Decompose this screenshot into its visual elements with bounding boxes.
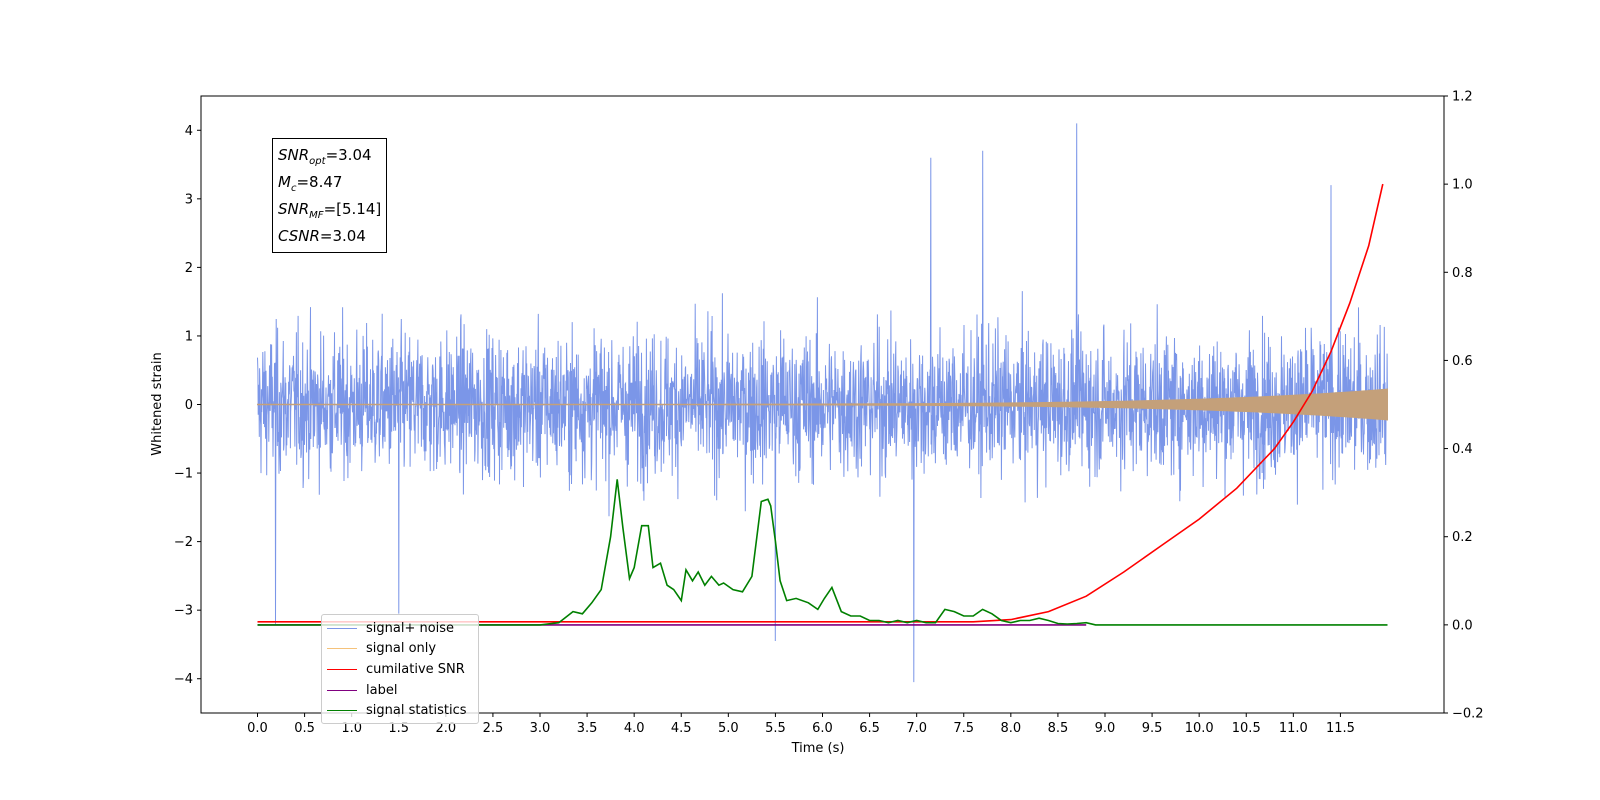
y-tick-label: 2 xyxy=(185,261,193,276)
y2-tick-label: 0.8 xyxy=(1452,266,1473,281)
y-tick-label: −1 xyxy=(174,467,193,482)
noise-series-layer xyxy=(257,123,1388,683)
legend-swatch-signal-noise xyxy=(327,627,357,629)
x-tick-label: 0.5 xyxy=(294,721,315,736)
mc-value: =8.47 xyxy=(296,173,343,191)
x-tick-label: 8.0 xyxy=(1000,721,1021,736)
snr-opt-line: SNRopt=3.04 xyxy=(278,146,372,167)
x-tick-label: 6.0 xyxy=(812,721,833,736)
x-tick-label: 11.0 xyxy=(1279,721,1308,736)
x-tick-label: 10.5 xyxy=(1232,721,1261,736)
x-tick-label: 5.0 xyxy=(718,721,739,736)
signal-series-layer xyxy=(257,388,1388,421)
mc-line: Mc=8.47 xyxy=(278,173,343,194)
x-tick-label: 0.0 xyxy=(247,721,268,736)
y2-tick-label: 0.0 xyxy=(1452,618,1473,633)
snr-mf-line: SNRMF=[5.14] xyxy=(278,200,382,221)
legend-label-label: label xyxy=(366,682,398,698)
y-axis-title: Whitened strain xyxy=(150,352,165,455)
y2-tick-label: 1.0 xyxy=(1452,178,1473,193)
x-tick-label: 3.5 xyxy=(577,721,598,736)
legend-item-signal-statistics: signal statistics xyxy=(327,700,467,720)
legend-item-signal-only: signal only xyxy=(327,638,436,658)
x-axis-ticks: 0.0 0.5 1.0 1.5 2.0 2.5 3.0 3.5 4.0 4.5 5.0 5.5 6.0 6… xyxy=(247,713,1355,736)
legend-item-signal-noise: signal+ noise xyxy=(327,618,454,638)
legend-swatch-signal-only xyxy=(327,647,357,649)
y-tick-label: −2 xyxy=(174,535,193,550)
legend-label-cumulative-snr: cumilative SNR xyxy=(366,661,465,677)
x-axis-title: Time (s) xyxy=(791,741,845,756)
y-tick-label: −4 xyxy=(174,672,193,687)
snr-mf-value: =[5.14] xyxy=(323,200,382,218)
x-tick-label: 11.5 xyxy=(1326,721,1355,736)
x-tick-label: 4.5 xyxy=(671,721,692,736)
y2-tick-label: 1.2 xyxy=(1452,90,1473,105)
signal-statistics-line xyxy=(257,479,1388,626)
cumulative-snr-line xyxy=(257,183,1384,623)
y-tick-label: 4 xyxy=(185,124,193,139)
y2-tick-label: 0.2 xyxy=(1452,530,1473,545)
y-tick-label: −3 xyxy=(174,604,193,619)
y2-tick-label: −0.2 xyxy=(1452,707,1484,722)
csnr-line: CSNR=3.04 xyxy=(278,227,366,245)
x-tick-label: 8.5 xyxy=(1048,721,1069,736)
legend-item-cumulative-snr: cumilative SNR xyxy=(327,659,465,679)
legend-label-signal-statistics: signal statistics xyxy=(366,702,467,718)
x-tick-label: 6.5 xyxy=(859,721,880,736)
x-tick-label: 1.5 xyxy=(388,721,409,736)
snr-opt-value: =3.04 xyxy=(325,146,372,164)
legend-swatch-cumulative-snr xyxy=(327,668,357,670)
signal-only-band xyxy=(257,388,1388,421)
annotation-box: SNRopt=3.04 Mc=8.47 SNRMF=[5.14] CSNR=3.… xyxy=(272,138,388,253)
legend: signal+ noise signal only cumilative SNR… xyxy=(321,614,479,724)
y2-tick-label: 0.4 xyxy=(1452,442,1473,457)
legend-item-label: label xyxy=(327,680,397,700)
y-tick-label: 1 xyxy=(185,329,193,344)
x-tick-label: 4.0 xyxy=(624,721,645,736)
x-tick-label: 1.0 xyxy=(341,721,362,736)
csnr-value: =3.04 xyxy=(319,227,366,245)
x-tick-label: 7.0 xyxy=(906,721,927,736)
x-tick-label: 10.0 xyxy=(1185,721,1214,736)
y2-tick-label: 0.6 xyxy=(1452,354,1473,369)
y2-axis-ticks: 1.2 1.0 0.8 0.6 0.4 0.2 0.0 −0.2 xyxy=(1444,90,1484,722)
y-axis-ticks: 4 3 2 1 0 −1 −2 −3 −4 xyxy=(174,124,201,687)
x-tick-label: 3.0 xyxy=(530,721,551,736)
x-tick-label: 7.5 xyxy=(953,721,974,736)
x-tick-label: 2.0 xyxy=(435,721,456,736)
x-tick-label: 2.5 xyxy=(483,721,504,736)
x-tick-label: 9.0 xyxy=(1095,721,1116,736)
legend-swatch-signal-statistics xyxy=(327,709,357,711)
legend-label-signal-noise: signal+ noise xyxy=(366,620,455,636)
x-tick-label: 9.5 xyxy=(1142,721,1163,736)
signal-noise-line xyxy=(257,123,1388,683)
y-tick-label: 0 xyxy=(185,398,193,413)
y-tick-label: 3 xyxy=(185,192,193,207)
legend-swatch-label xyxy=(327,689,357,691)
x-tick-label: 5.5 xyxy=(765,721,786,736)
legend-label-signal-only: signal only xyxy=(366,640,437,656)
